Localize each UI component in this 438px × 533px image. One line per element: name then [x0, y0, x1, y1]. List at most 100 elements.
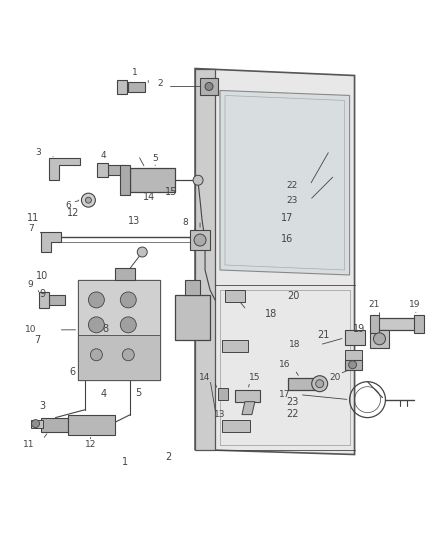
Polygon shape [225, 290, 245, 302]
Polygon shape [41, 417, 68, 432]
Polygon shape [128, 83, 145, 92]
Text: 15: 15 [165, 187, 177, 197]
Text: 20: 20 [329, 373, 340, 382]
Text: 11: 11 [23, 440, 34, 449]
Text: 7: 7 [28, 224, 33, 232]
Polygon shape [242, 402, 255, 415]
Text: 4: 4 [101, 151, 106, 160]
Text: 10: 10 [36, 271, 48, 281]
Text: 16: 16 [281, 234, 293, 244]
Polygon shape [374, 318, 419, 330]
Text: 14: 14 [143, 192, 155, 203]
Text: 23: 23 [286, 397, 299, 407]
Polygon shape [78, 335, 160, 379]
Polygon shape [200, 78, 218, 95]
Circle shape [316, 379, 324, 387]
Polygon shape [195, 69, 355, 455]
Text: 15: 15 [249, 373, 261, 382]
Text: 8: 8 [182, 217, 188, 227]
Circle shape [90, 349, 102, 361]
Polygon shape [120, 165, 130, 195]
Text: 22: 22 [286, 181, 297, 190]
Text: 22: 22 [286, 409, 299, 419]
Polygon shape [175, 295, 210, 340]
Text: 3: 3 [39, 401, 45, 411]
Polygon shape [222, 419, 250, 432]
Polygon shape [31, 419, 42, 427]
Text: 1: 1 [132, 68, 138, 77]
Polygon shape [222, 340, 248, 352]
Text: 2: 2 [157, 79, 163, 88]
Circle shape [349, 361, 357, 369]
Polygon shape [41, 232, 60, 252]
Text: 12: 12 [67, 208, 79, 219]
Text: 16: 16 [279, 360, 290, 369]
Polygon shape [39, 292, 49, 308]
Circle shape [205, 83, 213, 91]
Text: 12: 12 [85, 440, 96, 449]
Polygon shape [218, 387, 228, 400]
Circle shape [88, 317, 104, 333]
Polygon shape [288, 378, 318, 390]
Polygon shape [190, 230, 210, 250]
Polygon shape [235, 390, 260, 402]
Polygon shape [78, 280, 160, 379]
Circle shape [193, 175, 203, 185]
Text: 21: 21 [318, 329, 330, 340]
Text: 1: 1 [122, 457, 128, 467]
Polygon shape [97, 163, 108, 177]
Text: 3: 3 [36, 148, 42, 157]
Circle shape [137, 247, 147, 257]
Text: 11: 11 [27, 213, 39, 223]
Polygon shape [68, 415, 115, 434]
Polygon shape [49, 158, 81, 180]
Text: 13: 13 [214, 410, 226, 419]
Text: 21: 21 [369, 301, 380, 309]
Text: 5: 5 [152, 154, 158, 163]
Circle shape [312, 376, 328, 392]
Text: 8: 8 [102, 324, 109, 334]
Polygon shape [115, 268, 135, 280]
Text: 18: 18 [289, 340, 300, 349]
Polygon shape [108, 165, 125, 175]
Circle shape [85, 197, 92, 203]
Text: 17: 17 [279, 390, 290, 399]
Text: 19: 19 [353, 324, 365, 334]
Text: 4: 4 [100, 389, 106, 399]
Polygon shape [78, 280, 160, 335]
Text: 6: 6 [66, 200, 71, 209]
Polygon shape [185, 280, 200, 295]
Text: 9: 9 [28, 280, 33, 289]
Text: 6: 6 [70, 367, 76, 377]
Polygon shape [130, 168, 175, 192]
Text: 14: 14 [199, 373, 211, 382]
Polygon shape [220, 91, 350, 275]
Text: 13: 13 [128, 216, 140, 227]
Text: 17: 17 [280, 213, 293, 223]
Text: 5: 5 [135, 388, 141, 398]
Polygon shape [345, 350, 361, 362]
Circle shape [120, 292, 136, 308]
Text: 7: 7 [35, 335, 41, 345]
Circle shape [374, 333, 385, 345]
Polygon shape [345, 330, 364, 345]
Circle shape [32, 419, 39, 427]
Circle shape [88, 292, 104, 308]
Text: 20: 20 [287, 290, 300, 301]
Polygon shape [49, 295, 66, 305]
Circle shape [122, 349, 134, 361]
Polygon shape [370, 315, 379, 333]
Circle shape [81, 193, 95, 207]
Circle shape [120, 317, 136, 333]
Text: 18: 18 [265, 309, 278, 319]
Text: 19: 19 [409, 301, 420, 309]
Text: 23: 23 [286, 196, 297, 205]
Polygon shape [370, 330, 389, 348]
Polygon shape [195, 69, 215, 449]
Circle shape [194, 234, 206, 246]
Polygon shape [345, 360, 361, 370]
Text: 10: 10 [25, 325, 36, 334]
Text: 9: 9 [39, 289, 45, 299]
Polygon shape [117, 80, 127, 94]
Polygon shape [414, 315, 424, 333]
